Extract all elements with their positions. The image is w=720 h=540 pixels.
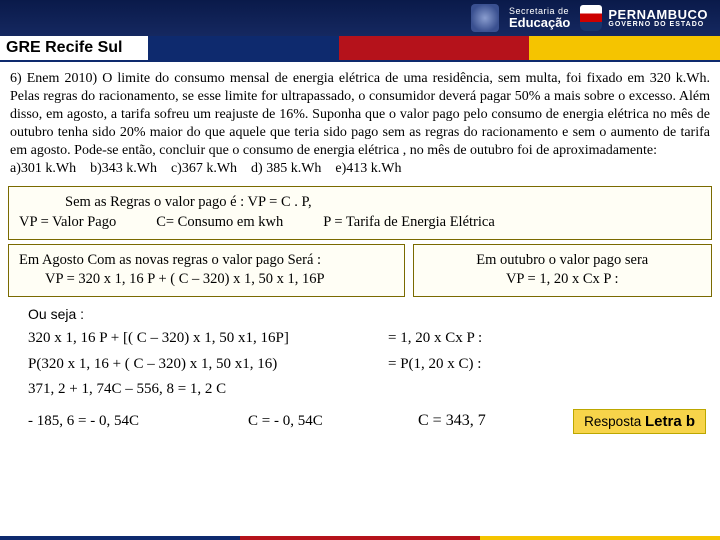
stripe-blue [148, 36, 339, 60]
pernambuco-line2: GOVERNO DO ESTADO [608, 21, 708, 28]
pernambuco-block: PERNAMBUCO GOVERNO DO ESTADO [580, 5, 708, 31]
step-1: Ou seja : [28, 303, 710, 327]
question-text: 6) Enem 2010) O limite do consumo mensal… [10, 70, 710, 160]
step-5b: C = - 0, 54C [248, 413, 418, 430]
step-5c: C = 343, 7 [418, 412, 573, 430]
step-3-right: = P(1, 20 x C) : [388, 352, 710, 378]
box3-line2: VP = 1, 20 x Cx P : [424, 270, 701, 290]
formula-box-row: Em Agosto Com as novas regras o valor pa… [8, 244, 712, 297]
box1-p: P = Tarifa de Energia Elétrica [323, 213, 495, 233]
step-3-left: P(320 x 1, 16 + ( C – 320) x 1, 50 x1, 1… [28, 352, 388, 378]
step-4: 371, 2 + 1, 74C – 556, 8 = 1, 2 C [28, 377, 710, 403]
formula-box-1: Sem as Regras o valor pago é : VP = C . … [8, 186, 712, 239]
secretaria-seal-icon [471, 4, 499, 32]
foot-blue [0, 536, 240, 540]
box1-line1: Sem as Regras o valor pago é : VP = C . … [19, 193, 701, 213]
step-2-left: 320 x 1, 16 P + [( C – 320) x 1, 50 x1, … [28, 326, 388, 352]
question-block: 6) Enem 2010) O limite do consumo mensal… [0, 62, 720, 181]
box2-line1: Em Agosto Com as novas regras o valor pa… [19, 251, 394, 271]
header-logos: Secretaria de Educação PERNAMBUCO GOVERN… [471, 4, 708, 32]
solution-steps: Ou seja : 320 x 1, 16 P + [( C – 320) x … [0, 297, 720, 407]
footer-stripe [0, 536, 720, 540]
box2-line2: VP = 320 x 1, 16 P + ( C – 320) x 1, 50 … [19, 270, 394, 290]
formula-box-2: Em Agosto Com as novas regras o valor pa… [8, 244, 405, 297]
step-2: 320 x 1, 16 P + [( C – 320) x 1, 50 x1, … [28, 326, 710, 352]
formula-box-3: Em outubro o valor pago sera VP = 1, 20 … [413, 244, 712, 297]
secretaria-text: Secretaria de Educação [509, 7, 570, 29]
foot-red [240, 536, 480, 540]
foot-yellow [480, 536, 720, 540]
title-color-bar [148, 36, 720, 60]
answer-row: - 185, 6 = - 0, 54C C = - 0, 54C C = 343… [0, 407, 720, 434]
step-3: P(320 x 1, 16 + ( C – 320) x 1, 50 x1, 1… [28, 352, 710, 378]
box1-vp: VP = Valor Pago [19, 213, 116, 233]
secretaria-line2: Educação [509, 16, 570, 29]
box1-c: C= Consumo em kwh [156, 213, 283, 233]
stripe-yellow [529, 36, 720, 60]
step-5a: - 185, 6 = - 0, 54C [28, 413, 248, 430]
pernambuco-shield-icon [580, 5, 602, 31]
title-strip: GRE Recife Sul [0, 36, 720, 60]
box3-line1: Em outubro o valor pago sera [424, 251, 701, 271]
answer-value: Letra b [645, 413, 695, 430]
stripe-red [339, 36, 530, 60]
answer-label: Resposta [584, 414, 641, 429]
alternatives-text: a)301 k.Wh b)343 k.Wh c)367 k.Wh d) 385 … [10, 160, 710, 178]
page-title: GRE Recife Sul [0, 36, 148, 60]
answer-box: Resposta Letra b [573, 409, 706, 434]
header-bar: Secretaria de Educação PERNAMBUCO GOVERN… [0, 0, 720, 36]
pernambuco-text: PERNAMBUCO GOVERNO DO ESTADO [608, 8, 708, 28]
pernambuco-line1: PERNAMBUCO [608, 8, 708, 21]
step-2-right: = 1, 20 x Cx P : [388, 326, 710, 352]
